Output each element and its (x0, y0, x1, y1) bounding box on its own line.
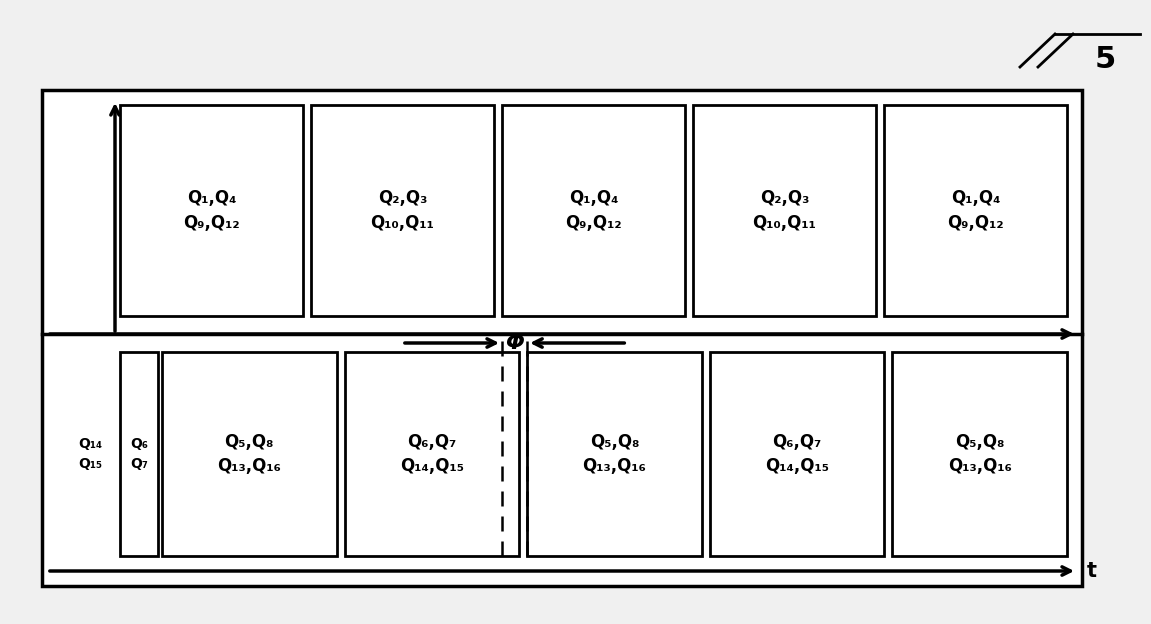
Text: t: t (1087, 561, 1097, 581)
Bar (710, 352, 884, 556)
Text: Q₅,Q₈
Q₁₃,Q₁₆: Q₅,Q₈ Q₁₃,Q₁₆ (947, 432, 1012, 475)
Text: Q₂,Q₃
Q₁₀,Q₁₁: Q₂,Q₃ Q₁₀,Q₁₁ (753, 189, 816, 232)
Text: Q₅,Q₈
Q₁₃,Q₁₆: Q₅,Q₈ Q₁₃,Q₁₆ (218, 432, 281, 475)
Text: Q₆
Q₇: Q₆ Q₇ (130, 437, 148, 470)
Bar (120, 105, 303, 316)
Bar (527, 352, 702, 556)
Text: Q₁₄
Q₁₅: Q₁₄ Q₁₅ (78, 437, 102, 470)
Text: Φ: Φ (505, 333, 524, 353)
Bar (693, 105, 876, 316)
Bar (162, 352, 336, 556)
Bar (344, 352, 519, 556)
Bar (311, 105, 494, 316)
Bar (892, 352, 1067, 556)
Bar (120, 352, 158, 556)
Text: Q₆,Q₇
Q₁₄,Q₁₅: Q₆,Q₇ Q₁₄,Q₁₅ (765, 432, 829, 475)
Text: Q₁,Q₄
Q₉,Q₁₂: Q₁,Q₄ Q₉,Q₁₂ (947, 189, 1004, 232)
Text: Q₂,Q₃
Q₁₀,Q₁₁: Q₂,Q₃ Q₁₀,Q₁₁ (371, 189, 434, 232)
Bar (502, 105, 685, 316)
Bar (884, 105, 1067, 316)
Text: 5: 5 (1095, 44, 1115, 74)
Text: Q₁,Q₄
Q₉,Q₁₂: Q₁,Q₄ Q₉,Q₁₂ (565, 189, 622, 232)
Text: Q₆,Q₇
Q₁₄,Q₁₅: Q₆,Q₇ Q₁₄,Q₁₅ (399, 432, 464, 475)
Text: Q₅,Q₈
Q₁₃,Q₁₆: Q₅,Q₈ Q₁₃,Q₁₆ (582, 432, 647, 475)
Text: Q₁,Q₄
Q₉,Q₁₂: Q₁,Q₄ Q₉,Q₁₂ (183, 189, 239, 232)
Bar (41, 90, 1082, 586)
